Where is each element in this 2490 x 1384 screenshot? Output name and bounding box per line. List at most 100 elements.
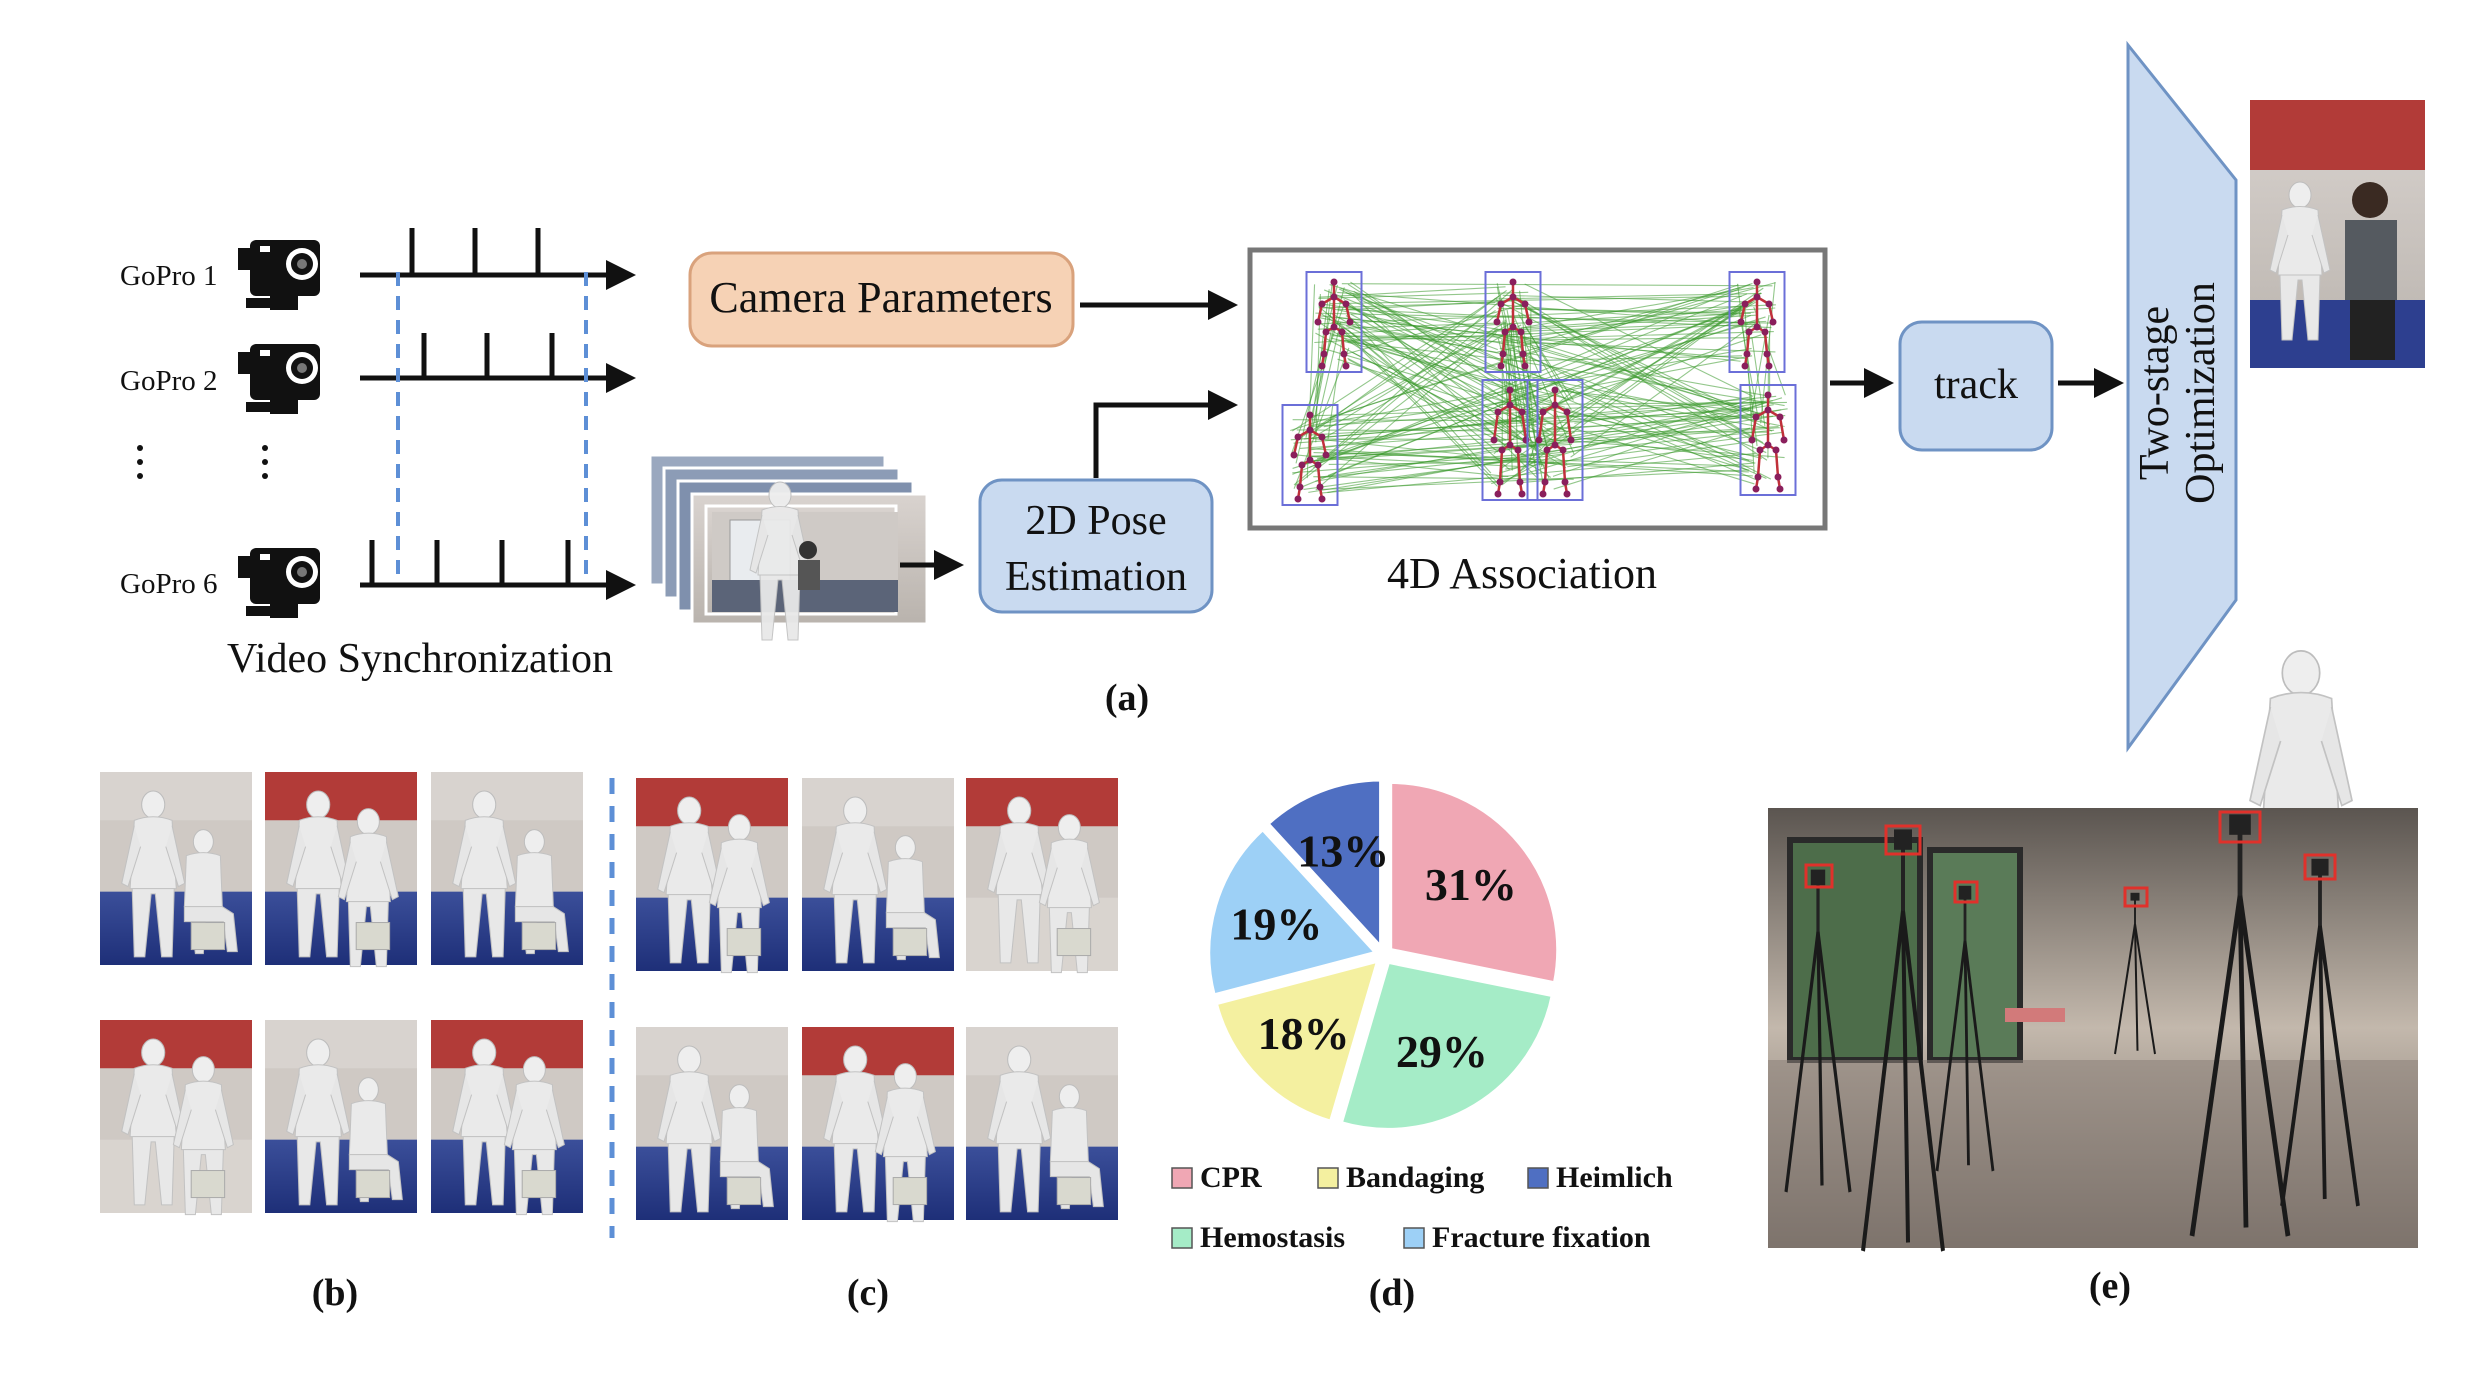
skeleton-joint bbox=[1754, 473, 1762, 481]
capture-frame bbox=[100, 772, 252, 965]
skeleton-joint bbox=[1296, 483, 1304, 491]
pie-chart bbox=[1206, 777, 1561, 1132]
result-photo bbox=[2250, 100, 2425, 368]
skeleton-joint bbox=[1514, 446, 1522, 454]
person-bbox bbox=[1526, 379, 1584, 501]
optimization-trapezoid bbox=[2126, 40, 2238, 753]
skeleton-joint bbox=[1322, 328, 1330, 336]
legend-swatch bbox=[1171, 1167, 1193, 1189]
skeleton-joint bbox=[1763, 350, 1771, 358]
pie-slice bbox=[1388, 779, 1561, 986]
skeleton-joint bbox=[1776, 413, 1784, 421]
skeleton-joint bbox=[1539, 490, 1547, 498]
skeleton-joint bbox=[1745, 328, 1753, 336]
legend-swatch bbox=[1317, 1167, 1339, 1189]
capture-frame bbox=[636, 1027, 788, 1220]
skeleton-bone bbox=[1492, 411, 1500, 441]
camera-label: GoPro 6 bbox=[120, 568, 217, 600]
skeleton-joint bbox=[1506, 441, 1514, 449]
association-edge bbox=[1316, 320, 1516, 429]
skeleton-joint bbox=[1294, 433, 1302, 441]
skeleton-joint bbox=[1318, 495, 1326, 503]
skeleton-bone bbox=[1756, 449, 1762, 478]
association-edge bbox=[1503, 391, 1754, 464]
skeleton-joint bbox=[1516, 478, 1524, 486]
pie-value-label: 13% bbox=[1297, 825, 1389, 876]
skeleton-bone bbox=[1498, 449, 1504, 483]
skeleton-joint bbox=[1737, 318, 1745, 326]
association-edge bbox=[1352, 307, 1538, 398]
skeleton-joint bbox=[1322, 451, 1330, 459]
legend-label: CPR bbox=[1200, 1161, 1262, 1194]
person-bbox bbox=[1281, 404, 1339, 506]
skeleton-joint bbox=[1780, 436, 1788, 444]
pie-legend: CPR Bandaging Heimlich Hemostasis Fracture f… bbox=[1171, 1161, 1673, 1254]
legend-swatch bbox=[1527, 1167, 1549, 1189]
gopro-camera-icon bbox=[238, 240, 320, 310]
panel-d: 31% 29% 18% 19% 13% CPR Bandaging Heimlich Hemo… bbox=[1171, 777, 1673, 1314]
skeleton-bone bbox=[1565, 411, 1573, 441]
pie-value-label: 18% bbox=[1258, 1008, 1350, 1059]
legend-label: Fracture fixation bbox=[1432, 1221, 1651, 1254]
capture-frame bbox=[265, 772, 417, 968]
skeleton-bone bbox=[1322, 331, 1328, 355]
skeleton-joint bbox=[1543, 446, 1551, 454]
skeleton-joint bbox=[1764, 391, 1772, 399]
skeleton-joint bbox=[1490, 436, 1498, 444]
skeleton-bone bbox=[1774, 449, 1780, 478]
skeleton-joint bbox=[1298, 461, 1306, 469]
association-edge bbox=[1524, 430, 1753, 461]
association-edge bbox=[1293, 407, 1752, 444]
pie-slice bbox=[1264, 777, 1384, 953]
skeleton-joint bbox=[1506, 401, 1514, 409]
association-edge bbox=[1313, 476, 1574, 480]
panel-b bbox=[100, 772, 583, 1216]
association-edge bbox=[1291, 295, 1500, 432]
pie-slice bbox=[1338, 959, 1556, 1132]
association-edge bbox=[1341, 283, 1773, 287]
association-edge bbox=[1753, 306, 1786, 396]
skeleton-joint bbox=[1497, 362, 1505, 370]
skeleton-bone bbox=[1745, 331, 1751, 355]
room-window bbox=[1787, 837, 1923, 1063]
association-edge bbox=[1292, 452, 1540, 474]
skeleton-joint bbox=[1753, 323, 1761, 331]
skeleton-joint bbox=[1506, 386, 1514, 394]
skeleton-joint bbox=[1563, 490, 1571, 498]
capture-frame bbox=[265, 1020, 417, 1213]
association-edge bbox=[1561, 389, 1768, 429]
skeleton-joint bbox=[1764, 406, 1772, 414]
person-bbox bbox=[1484, 271, 1542, 373]
skeleton-joint bbox=[1776, 485, 1784, 493]
pie-value-label: 19% bbox=[1230, 898, 1322, 949]
skeleton-joint bbox=[1501, 328, 1509, 336]
legend-swatch bbox=[1171, 1227, 1193, 1249]
association-edge bbox=[1314, 322, 1342, 435]
video-frames-stack bbox=[648, 453, 929, 641]
association-edge bbox=[1502, 320, 1767, 333]
association-edge bbox=[1515, 307, 1751, 315]
pie-value-label: 31% bbox=[1425, 859, 1517, 910]
association-edge bbox=[1331, 313, 1550, 435]
person-bbox bbox=[1305, 271, 1363, 373]
skeleton-joint bbox=[1567, 436, 1575, 444]
caption-d: (d) bbox=[1369, 1272, 1415, 1314]
association-edge bbox=[1519, 290, 1539, 467]
skeleton-joint bbox=[1518, 408, 1526, 416]
association-edge bbox=[1521, 355, 1743, 362]
capture-frame bbox=[966, 778, 1118, 974]
sync-title: Video Synchronization bbox=[227, 636, 613, 682]
skeleton-bone bbox=[1537, 411, 1545, 441]
skeleton-bone bbox=[1543, 449, 1549, 483]
skeleton-joint bbox=[1774, 473, 1782, 481]
capture-frame bbox=[636, 778, 788, 974]
skeleton-bone bbox=[1763, 331, 1769, 355]
capture-frame bbox=[966, 1027, 1118, 1220]
skeleton-bone bbox=[1316, 464, 1322, 488]
panel-e: (e) bbox=[1768, 808, 2418, 1307]
association-edge bbox=[1295, 328, 1499, 486]
skeleton-joint bbox=[1318, 300, 1326, 308]
association-edge bbox=[1493, 335, 1760, 415]
legend-label: Bandaging bbox=[1346, 1161, 1484, 1194]
skeleton-joint bbox=[1561, 478, 1569, 486]
